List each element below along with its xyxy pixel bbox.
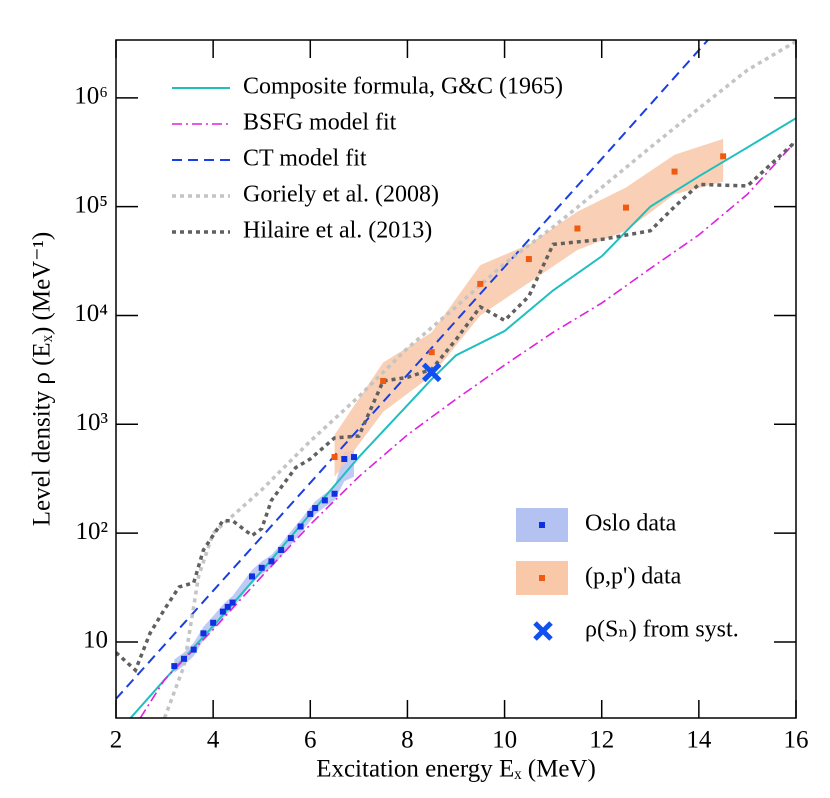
model-curve <box>116 139 796 674</box>
data-point <box>428 349 435 356</box>
data-point <box>210 619 217 626</box>
data-point <box>287 535 294 542</box>
x-tick-label: 14 <box>686 727 712 754</box>
data-point <box>312 505 319 512</box>
data-point <box>525 256 532 263</box>
legend-label: Goriely et al. (2008) <box>243 182 439 208</box>
legend-swatch <box>539 522 545 528</box>
data-point <box>200 630 207 637</box>
model-curve <box>139 140 796 718</box>
data-point <box>380 377 387 384</box>
error-band <box>334 138 724 477</box>
legend-label: Oslo data <box>585 511 677 537</box>
data-point <box>258 564 265 571</box>
error-band <box>174 450 354 673</box>
x-axis-label: Excitation energy Eₓ (MeV) <box>316 756 596 783</box>
data-point <box>278 546 285 553</box>
data-point <box>477 280 484 287</box>
model-curve <box>129 117 796 718</box>
data-point <box>671 168 678 175</box>
x-marker <box>421 362 442 383</box>
data-point <box>297 523 304 530</box>
legend-label: BSFG model fit <box>243 110 397 136</box>
x-marker-stroke <box>533 621 553 641</box>
x-tick-label: 16 <box>784 727 809 754</box>
x-marker <box>533 621 553 641</box>
legend-label: ρ(Sₙ) from syst. <box>585 617 739 643</box>
plot-frame <box>115 39 797 719</box>
data-point <box>229 599 236 606</box>
legend-label: CT model fit <box>243 146 367 172</box>
data-point <box>268 558 275 565</box>
data-point <box>307 510 314 517</box>
y-tick-label: 10³ <box>76 409 109 436</box>
data-point <box>623 204 629 211</box>
y-tick-label: 10⁵ <box>74 191 108 218</box>
data-point <box>181 655 187 662</box>
y-tick-label: 10 <box>83 627 108 654</box>
data-point <box>224 603 231 610</box>
y-tick-label: 10⁴ <box>74 300 108 327</box>
data-point <box>351 454 357 461</box>
legend-swatch <box>539 575 545 581</box>
model-curve <box>116 40 710 700</box>
legend-label: (p,p') data <box>585 564 682 590</box>
x-tick-label: 12 <box>589 727 614 754</box>
data-point <box>341 455 348 462</box>
data-point <box>219 608 226 615</box>
data-point <box>249 573 255 580</box>
y-tick-label: 10⁶ <box>74 83 108 110</box>
x-tick-label: 8 <box>401 727 414 754</box>
y-tick-label: 10² <box>76 518 109 545</box>
data-point <box>321 497 328 504</box>
legend-label: Composite formula, G&C (1965) <box>243 74 563 100</box>
data-point <box>720 153 727 160</box>
data-point <box>171 663 178 670</box>
x-marker-stroke <box>421 362 442 383</box>
legend-label: Hilaire et al. (2013) <box>243 218 432 244</box>
x-tick-label: 4 <box>207 727 220 754</box>
model-curve <box>162 40 796 718</box>
y-axis-label: Level density ρ (Eₓ) (MeV⁻¹) <box>29 232 56 527</box>
x-tick-label: 6 <box>304 727 317 754</box>
x-tick-label: 2 <box>110 727 123 754</box>
data-point <box>574 225 581 232</box>
plot-area <box>116 40 796 718</box>
x-tick-label: 10 <box>492 727 517 754</box>
data-point <box>331 454 338 461</box>
data-point <box>331 490 338 497</box>
data-point <box>190 646 197 653</box>
